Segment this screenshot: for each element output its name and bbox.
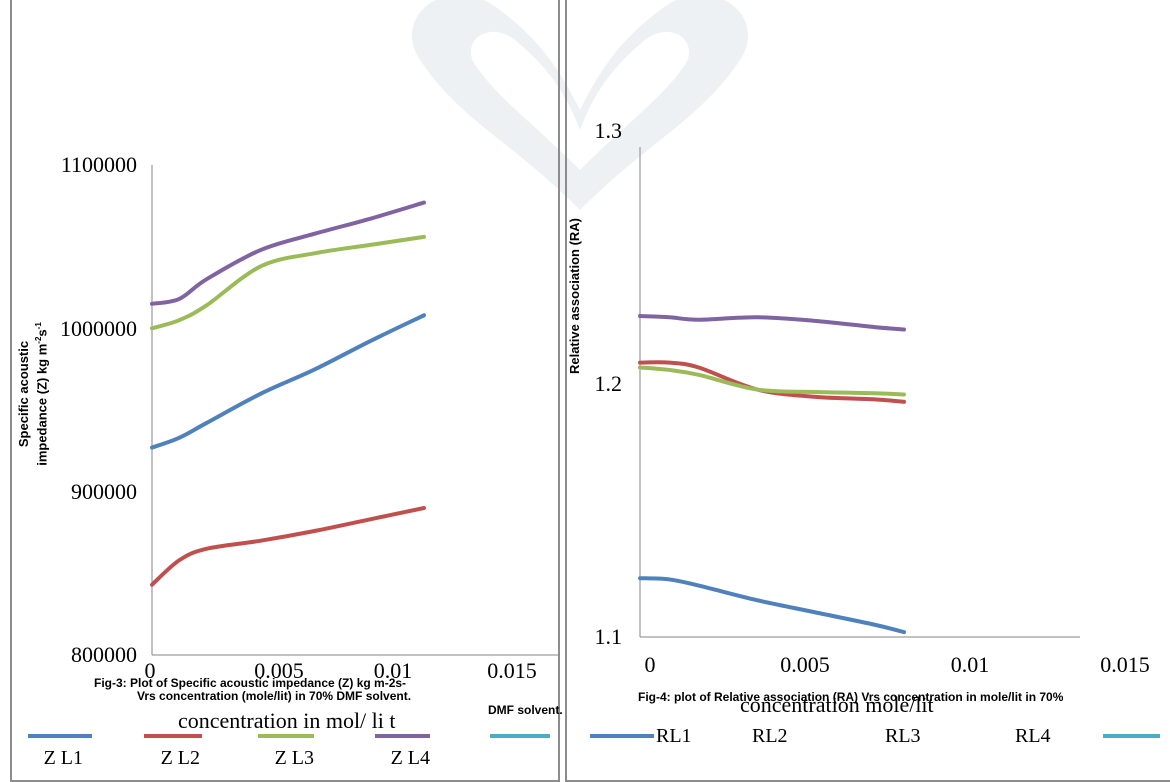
x-tick-label-1-0: 0 xyxy=(645,652,656,677)
x-axis-title-left: concentration in mol/ li t xyxy=(178,708,396,733)
y-axis-title-right: Relative association (RA) xyxy=(567,176,582,416)
y-axis-title-left-sup1: -2 xyxy=(34,336,43,344)
x-tick-label-0-1: 0.005 xyxy=(254,658,304,683)
figure-caption-right: Fig-4: plot of Relative association (RA)… xyxy=(488,691,1170,717)
y-tick-label-1-1: 1.2 xyxy=(595,371,623,396)
y-tick-label-1-2: 1.3 xyxy=(595,118,623,143)
series-line-0-0 xyxy=(150,313,426,450)
y-axis-title-right-text: Relative association (RA) xyxy=(567,217,582,375)
y-axis-title-left: Specific acoustic impedance (Z) kg m-2s-… xyxy=(16,274,49,514)
figure-caption-left-line1: Fig-3: Plot of Specific acoustic impedan… xyxy=(94,676,407,690)
figure-caption-left: Fig-3: Plot of Specific acoustic impedan… xyxy=(94,677,411,703)
chart-panel-right xyxy=(565,0,1170,782)
legend-label-0-3: Z L4 xyxy=(391,747,430,769)
watermark-logo xyxy=(412,0,748,210)
y-tick-label-0-3: 1100000 xyxy=(61,152,137,177)
series-line-1-0 xyxy=(638,576,906,635)
series-line-0-3 xyxy=(150,200,426,306)
legend-label-0-2: Z L3 xyxy=(275,747,314,769)
y-axis-title-left-sup2: -1 xyxy=(34,322,43,330)
y-tick-label-0-0: 800000 xyxy=(71,642,137,667)
series-line-1-2 xyxy=(638,365,906,397)
x-tick-label-0-2: 0.01 xyxy=(374,658,413,683)
chart-panel-left xyxy=(10,0,560,782)
legend-label-0-0: Z L1 xyxy=(44,747,83,769)
x-tick-label-1-3: 0.015 xyxy=(1100,652,1150,677)
legend-label-1-1: RL2 xyxy=(752,725,788,747)
x-axis-title-right: concentration mole/lit xyxy=(740,692,934,717)
y-axis-title-left-main: impedance (Z) kg m xyxy=(34,343,50,466)
legend-label-1-3: RL4 xyxy=(1015,725,1051,747)
y-axis-title-left-line1: Specific acoustic xyxy=(16,340,31,448)
figure-caption-right-line1: Fig-4: plot of Relative association (RA)… xyxy=(638,691,1064,704)
y-tick-label-0-1: 900000 xyxy=(71,479,137,504)
series-line-1-1 xyxy=(638,360,906,404)
legend-label-0-1: Z L2 xyxy=(161,747,200,769)
x-tick-label-0-3: 0.015 xyxy=(487,658,537,683)
series-line-1-3 xyxy=(638,314,906,332)
x-tick-label-1-1: 0.005 xyxy=(780,652,830,677)
y-axis-title-left-line2: impedance (Z) kg m-2s-1 xyxy=(31,274,49,514)
y-tick-label-0-2: 1000000 xyxy=(60,316,137,341)
x-tick-label-0-0: 0 xyxy=(145,658,156,683)
figure-caption-right-line2: DMF solvent. xyxy=(488,703,563,717)
y-axis-title-left-mid: s xyxy=(34,329,50,337)
figure-caption-left-line2: Vrs concentration (mole/lit) in 70% DMF … xyxy=(137,689,412,703)
series-line-0-1 xyxy=(150,506,426,587)
legend-label-1-2: RL3 xyxy=(885,725,921,747)
series-line-0-2 xyxy=(150,234,426,331)
x-tick-label-1-2: 0.01 xyxy=(951,652,990,677)
y-tick-label-1-0: 1.1 xyxy=(595,624,623,649)
legend-label-1-0: RL1 xyxy=(656,725,692,747)
